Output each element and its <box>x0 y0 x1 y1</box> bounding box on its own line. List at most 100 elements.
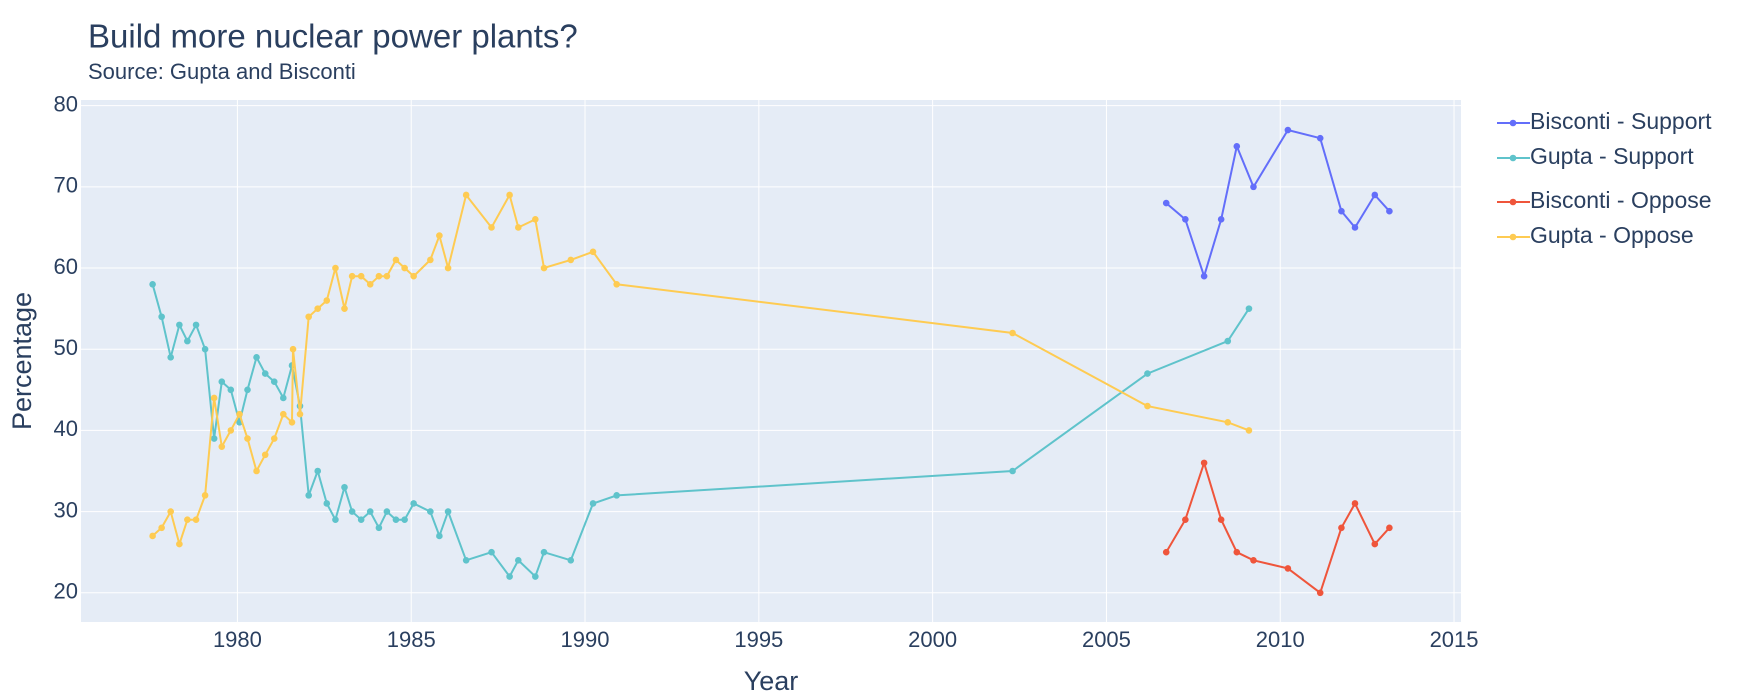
legend: Bisconti - Support Gupta - Support Biscont… <box>1497 108 1712 248</box>
data-point <box>392 256 400 264</box>
data-point <box>261 370 269 377</box>
data-point <box>176 540 183 548</box>
data-point <box>357 272 365 280</box>
series-line <box>1165 128 1391 280</box>
data-point <box>253 354 260 361</box>
x-axis-title: Year <box>744 666 799 696</box>
data-point <box>192 321 200 329</box>
data-point <box>375 524 383 532</box>
data-point <box>1233 548 1241 556</box>
data-point <box>1386 524 1393 532</box>
data-point <box>436 532 443 540</box>
data-point <box>323 500 331 507</box>
data-point <box>613 280 620 288</box>
data-point <box>314 467 322 475</box>
data-point <box>149 280 156 288</box>
data-point <box>201 492 209 499</box>
data-point <box>270 435 278 442</box>
data-point <box>401 264 408 272</box>
legend-marker <box>1509 119 1517 127</box>
data-point <box>244 435 251 442</box>
data-point <box>201 345 209 353</box>
data-point <box>1217 216 1225 223</box>
data-point <box>1316 589 1324 597</box>
data-point <box>1009 467 1016 475</box>
data-point <box>1284 126 1292 134</box>
series-line <box>151 192 1250 548</box>
data-point <box>341 305 348 312</box>
data-point <box>1162 548 1170 556</box>
data-point <box>167 354 174 361</box>
data-point <box>158 524 165 532</box>
data-point <box>1371 540 1379 548</box>
data-point <box>305 313 312 321</box>
data-point <box>1386 207 1393 215</box>
legend-label: Bisconti - Support <box>1530 108 1712 134</box>
data-point <box>332 516 339 524</box>
y-tick-label: 80 <box>54 91 78 116</box>
data-point <box>167 508 174 515</box>
chart-subtitle: Source: Gupta and Bisconti <box>88 59 356 84</box>
y-axis-title: Percentage <box>7 292 37 430</box>
data-point <box>436 232 443 239</box>
data-point <box>589 248 597 256</box>
data-point <box>341 483 348 491</box>
data-point <box>401 516 408 524</box>
data-point <box>1338 207 1345 215</box>
data-point <box>532 216 539 223</box>
data-point <box>444 264 452 272</box>
data-point <box>1245 305 1253 312</box>
data-point <box>1316 134 1324 142</box>
data-point <box>410 500 417 507</box>
data-point <box>253 467 260 475</box>
data-point <box>1217 516 1225 524</box>
data-point <box>1182 216 1189 223</box>
legend-label: Bisconti - Oppose <box>1530 187 1712 213</box>
data-point <box>192 516 200 524</box>
data-point <box>158 313 165 321</box>
data-point <box>366 508 374 515</box>
data-point <box>236 410 243 418</box>
data-point <box>280 394 287 402</box>
data-point <box>1351 224 1359 231</box>
data-point <box>323 297 331 304</box>
legend-label: Gupta - Oppose <box>1530 222 1694 248</box>
data-point <box>296 410 304 418</box>
data-point <box>366 280 374 288</box>
data-point <box>1182 516 1189 524</box>
data-point <box>1233 142 1241 150</box>
x-tick-label: 1990 <box>561 627 610 652</box>
data-point <box>1250 557 1257 564</box>
x-tick-label: 1985 <box>387 627 436 652</box>
y-tick-label: 20 <box>54 579 78 604</box>
data-point <box>392 516 400 524</box>
data-point <box>462 557 470 564</box>
data-point <box>261 451 269 459</box>
data-point <box>1009 329 1016 337</box>
data-point <box>305 492 312 499</box>
data-point <box>589 500 597 507</box>
data-point <box>210 394 218 402</box>
legend-label: Gupta - Support <box>1530 143 1694 169</box>
grid <box>81 100 1461 622</box>
data-point <box>1371 191 1379 199</box>
data-point <box>280 410 287 418</box>
data-point <box>462 191 470 199</box>
data-point <box>444 508 452 515</box>
data-point <box>506 573 513 580</box>
data-point <box>1200 459 1208 467</box>
data-point <box>348 272 356 280</box>
data-point <box>1162 199 1170 207</box>
data-point <box>1200 272 1208 280</box>
data-point <box>488 224 495 231</box>
x-tick-label: 1980 <box>213 627 262 652</box>
data-point <box>383 272 391 280</box>
legend-marker <box>1509 233 1517 241</box>
data-point <box>227 386 235 394</box>
data-point <box>540 264 548 272</box>
data-point <box>314 305 322 312</box>
data-point <box>218 443 226 450</box>
x-tick-label: 2015 <box>1430 627 1479 652</box>
data-point <box>289 345 297 353</box>
data-point <box>410 272 417 280</box>
